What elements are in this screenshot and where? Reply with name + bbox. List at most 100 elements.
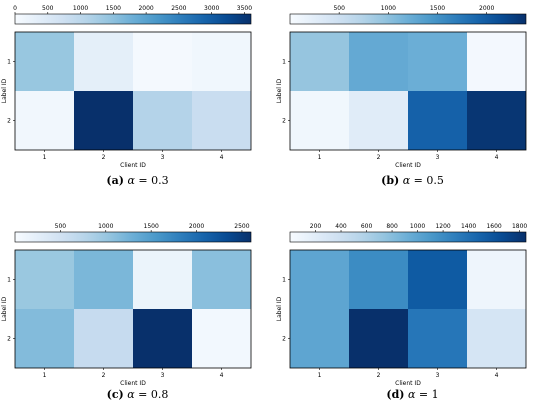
heatmap-panel-c: 500 1000 1500 2000 2500 1 2 3 4 Client ID 1 2 Label …: [0, 204, 275, 408]
x-tick-label: 3: [436, 372, 440, 379]
colorbar-tick-label: 1600: [486, 223, 501, 230]
colorbar-tick-label: 3000: [204, 5, 219, 12]
colorbar-tick-label: 500: [42, 5, 54, 12]
heatmap-cell: [192, 32, 251, 91]
x-axis-label: Client ID: [120, 162, 146, 169]
colorbar: [14, 13, 252, 25]
caption-letter: (d): [386, 388, 405, 401]
colorbar-tick-label: 2000: [189, 223, 204, 230]
heatmap-cell: [349, 309, 408, 368]
y-tick-label: 1: [7, 277, 11, 284]
plot-frame: [14, 249, 252, 369]
heatmap-panel-b: 500 1000 1500 2000 1 2 3 4 Client ID 1 2 Label ID (…: [275, 0, 550, 204]
heatmap-cell: [133, 91, 192, 150]
x-tick-label: 2: [102, 372, 106, 379]
caption-c: (c) α = 0.8: [0, 388, 275, 401]
x-tick-label: 1: [43, 372, 47, 379]
y-axis-label: Label ID: [1, 296, 8, 321]
x-axis-label: Client ID: [395, 162, 421, 169]
x-axis-label: Client ID: [395, 380, 421, 387]
heatmap-cell: [467, 309, 526, 368]
caption-text: = 0.5: [413, 174, 444, 187]
heatmap-cell: [408, 32, 467, 91]
heatmap-a: 0 500 1000 1500 2000 2500 3000 3500 1 2 3 4 Client I…: [1, 5, 252, 169]
plot-frame: [289, 249, 527, 369]
heatmap-cell: [133, 309, 192, 368]
caption-symbol: α: [402, 174, 411, 187]
x-tick-label: 4: [220, 154, 224, 161]
heatmap-cell: [133, 32, 192, 91]
heatmap-cell: [15, 32, 74, 91]
heatmap-cell: [74, 250, 133, 309]
x-axis-label: Client ID: [120, 380, 146, 387]
caption-text: = 0.8: [138, 388, 169, 401]
heatmap-cell: [467, 32, 526, 91]
y-tick-label: 2: [7, 118, 11, 125]
colorbar-tick-label: 1500: [144, 223, 159, 230]
colorbar-tick-label: 1800: [512, 223, 527, 230]
heatmap-d: 200 400 600 800 1000 1200 1400 1600 1800 1 2 3 4 Clie…: [276, 223, 527, 387]
caption-symbol: α: [127, 174, 135, 187]
x-tick-label: 4: [220, 372, 224, 379]
colorbar-tick-label: 2500: [234, 223, 249, 230]
x-tick-label: 2: [102, 154, 106, 161]
colorbar-tick-label: 1000: [73, 5, 88, 12]
caption-a: (a) α = 0.3: [0, 174, 275, 187]
x-tick-label: 1: [318, 154, 322, 161]
x-tick-label: 2: [377, 372, 381, 379]
caption-b: (b) α = 0.5: [275, 174, 550, 187]
colorbar-tick-label: 2000: [479, 5, 494, 12]
caption-symbol: α: [127, 388, 135, 401]
heatmap-cell: [408, 91, 467, 150]
heatmap-cell: [15, 250, 74, 309]
heatmap-cell: [290, 91, 349, 150]
colorbar-tick-label: 1400: [461, 223, 476, 230]
colorbar: [289, 13, 527, 25]
x-tick-label: 4: [495, 372, 499, 379]
heatmap-cell: [290, 250, 349, 309]
y-tick-label: 1: [282, 59, 286, 66]
heatmap-cell: [408, 250, 467, 309]
colorbar-tick-label: 1500: [430, 5, 445, 12]
colorbar-tick-label: 1200: [435, 223, 450, 230]
heatmap-panel-a: 0 500 1000 1500 2000 2500 3000 3500 1 2 3 4 Client I…: [0, 0, 275, 204]
colorbar-tick-label: 1000: [98, 223, 113, 230]
colorbar-tick-label: 2000: [138, 5, 153, 12]
y-axis-label: Label ID: [276, 78, 283, 103]
x-tick-label: 1: [318, 372, 322, 379]
x-tick-label: 1: [43, 154, 47, 161]
heatmap-cell: [15, 91, 74, 150]
colorbar-tick-label: 3500: [237, 5, 252, 12]
caption-text: = 1: [418, 388, 439, 401]
colorbar: [14, 231, 252, 243]
heatmap-cell: [349, 32, 408, 91]
y-axis-label: Label ID: [1, 78, 8, 103]
colorbar-tick-label: 1500: [106, 5, 121, 12]
colorbar-tick-label: 0: [13, 5, 17, 12]
x-tick-label: 3: [161, 154, 165, 161]
heatmap-cell: [467, 250, 526, 309]
caption-letter: (b): [381, 174, 400, 187]
plot-frame: [289, 31, 527, 151]
heatmap-cell: [349, 91, 408, 150]
colorbar-tick-label: 500: [333, 5, 345, 12]
heatmap-cell: [290, 32, 349, 91]
heatmap-cell: [192, 309, 251, 368]
heatmap-cell: [74, 309, 133, 368]
colorbar-tick-label: 200: [310, 223, 322, 230]
heatmap-b: 500 1000 1500 2000 1 2 3 4 Client ID 1 2 Label ID: [276, 5, 527, 169]
x-tick-label: 4: [495, 154, 499, 161]
colorbar-tick-label: 400: [335, 223, 347, 230]
heatmap-cell: [133, 250, 192, 309]
heatmap-cell: [74, 32, 133, 91]
y-tick-label: 1: [7, 59, 11, 66]
x-tick-label: 3: [161, 372, 165, 379]
y-tick-label: 2: [282, 336, 286, 343]
heatmap-cell: [408, 309, 467, 368]
plot-frame: [14, 31, 252, 151]
caption-d: (d) α = 1: [275, 388, 550, 401]
colorbar-tick-label: 1000: [381, 5, 396, 12]
caption-letter: (c): [106, 388, 124, 401]
heatmap-c: 500 1000 1500 2000 2500 1 2 3 4 Client ID 1 2 Label …: [1, 223, 252, 387]
heatmap-cell: [290, 309, 349, 368]
